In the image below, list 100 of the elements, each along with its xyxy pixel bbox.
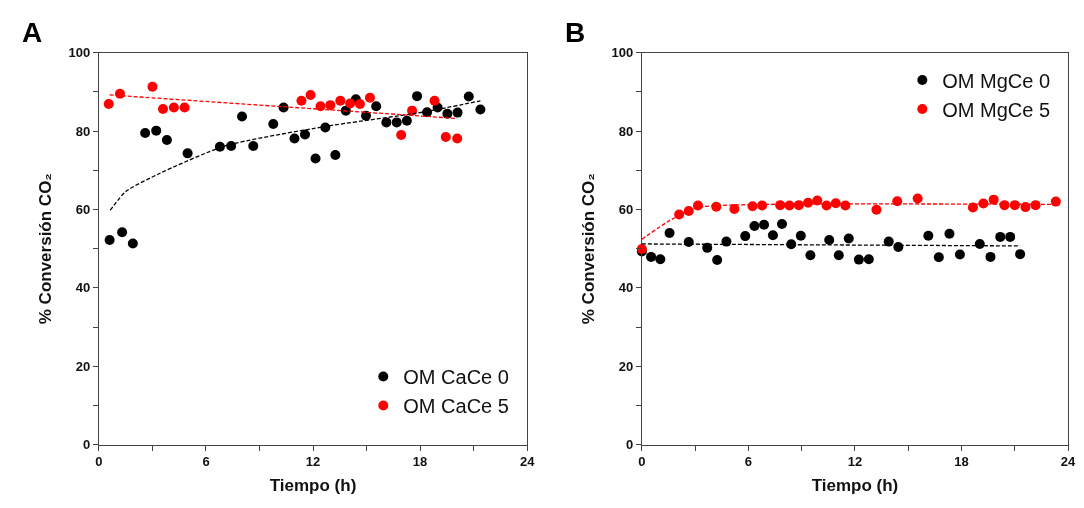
point bbox=[442, 108, 453, 119]
point bbox=[974, 238, 985, 249]
chart-title: A bbox=[22, 17, 43, 48]
point bbox=[912, 193, 923, 204]
point bbox=[127, 238, 138, 249]
point bbox=[182, 148, 193, 159]
point bbox=[853, 254, 864, 265]
point bbox=[759, 219, 770, 230]
y-tick-label: 60 bbox=[618, 201, 634, 217]
y-tick-label: 0 bbox=[625, 437, 634, 453]
point bbox=[300, 129, 311, 140]
y-axis-title: % Conversión CO₂ bbox=[36, 173, 56, 325]
point bbox=[757, 200, 768, 211]
point bbox=[117, 227, 128, 238]
point bbox=[1009, 200, 1020, 211]
legend-label: OM MgCe 5 bbox=[942, 98, 1051, 121]
point bbox=[147, 81, 158, 92]
point bbox=[396, 129, 407, 140]
point bbox=[795, 230, 806, 241]
point bbox=[391, 117, 402, 128]
point bbox=[749, 220, 760, 231]
point bbox=[161, 135, 172, 146]
x-axis-title: Tiempo (h) bbox=[811, 475, 899, 495]
y-tick-label: 20 bbox=[618, 358, 634, 374]
point bbox=[345, 98, 356, 109]
point bbox=[712, 255, 723, 266]
point bbox=[140, 127, 151, 138]
point bbox=[985, 251, 996, 262]
y-tick-label: 100 bbox=[611, 45, 634, 61]
point bbox=[104, 235, 115, 246]
point bbox=[824, 235, 835, 246]
point bbox=[452, 107, 463, 118]
x-tick-label: 6 bbox=[202, 454, 210, 470]
y-tick-label: 60 bbox=[75, 201, 91, 217]
y-tick-label: 0 bbox=[83, 437, 91, 453]
point bbox=[268, 118, 279, 129]
point bbox=[954, 249, 965, 260]
point bbox=[364, 92, 375, 103]
x-tick-label: 0 bbox=[638, 454, 646, 470]
point bbox=[248, 140, 259, 151]
point bbox=[776, 218, 787, 229]
point bbox=[371, 101, 382, 112]
y-axis-title: % Conversión CO₂ bbox=[579, 173, 599, 325]
point bbox=[452, 133, 463, 144]
point bbox=[289, 133, 300, 144]
point bbox=[310, 153, 321, 164]
y-tick-label: 80 bbox=[618, 123, 634, 139]
point bbox=[381, 117, 392, 128]
x-tick-label: 24 bbox=[1060, 454, 1077, 470]
x-tick-label: 18 bbox=[412, 454, 428, 470]
point bbox=[729, 204, 740, 215]
point bbox=[463, 91, 474, 102]
point bbox=[429, 95, 440, 106]
point bbox=[1020, 202, 1031, 213]
point bbox=[226, 140, 237, 151]
point bbox=[646, 251, 657, 262]
legend-label: OM MgCe 0 bbox=[942, 69, 1051, 92]
point bbox=[335, 95, 346, 106]
x-axis-title: Tiempo (h) bbox=[269, 475, 357, 495]
point bbox=[923, 230, 934, 241]
point bbox=[401, 115, 412, 126]
point bbox=[702, 242, 713, 253]
point bbox=[330, 149, 341, 160]
point bbox=[475, 104, 486, 115]
point bbox=[664, 227, 675, 238]
point bbox=[767, 230, 778, 241]
point bbox=[151, 125, 162, 136]
point bbox=[995, 231, 1006, 242]
legend-label: OM CaCe 5 bbox=[403, 395, 509, 418]
point bbox=[157, 104, 168, 115]
x-tick-label: 6 bbox=[744, 454, 753, 470]
x-tick-label: 24 bbox=[519, 454, 536, 470]
x-tick-label: 0 bbox=[95, 454, 103, 470]
point bbox=[103, 98, 114, 109]
chart-title: B bbox=[565, 17, 586, 48]
point bbox=[740, 231, 751, 242]
point bbox=[296, 95, 307, 106]
point bbox=[179, 102, 190, 113]
point bbox=[1015, 249, 1026, 260]
y-tick-label: 40 bbox=[75, 280, 91, 296]
point bbox=[944, 228, 955, 239]
x-tick-label: 18 bbox=[954, 454, 969, 470]
x-tick-label: 12 bbox=[305, 454, 321, 470]
point bbox=[305, 89, 316, 100]
point bbox=[237, 111, 248, 122]
point bbox=[883, 236, 894, 247]
point bbox=[1030, 200, 1041, 211]
point bbox=[833, 250, 844, 261]
point bbox=[440, 131, 451, 142]
legend-label: OM CaCe 0 bbox=[403, 366, 509, 389]
point bbox=[893, 242, 904, 253]
point bbox=[407, 105, 418, 116]
point bbox=[805, 250, 816, 261]
point bbox=[1005, 231, 1016, 242]
y-tick-label: 80 bbox=[75, 123, 91, 139]
y-tick-label: 20 bbox=[75, 358, 91, 374]
point bbox=[871, 204, 882, 215]
point bbox=[412, 91, 423, 102]
point bbox=[354, 98, 365, 109]
point bbox=[843, 233, 854, 244]
